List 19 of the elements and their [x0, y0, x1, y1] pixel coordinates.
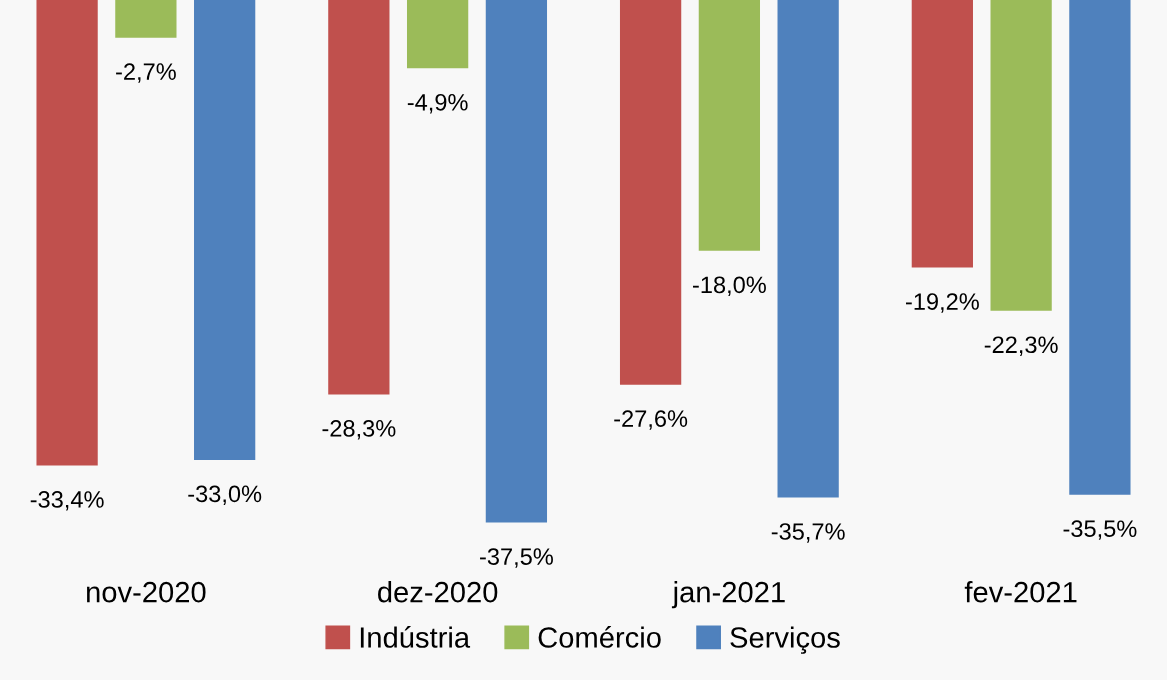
legend-label: Indústria [360, 626, 471, 648]
data-label: -28,3% [322, 420, 396, 440]
data-label: -4,9% [407, 93, 468, 114]
data-label: -35,5% [1063, 520, 1137, 540]
legend-label: Comércio [538, 626, 661, 648]
data-label: -18,0% [693, 276, 766, 296]
legend-label: Serviços [730, 626, 840, 654]
x-tick-label: nov-2020 [87, 581, 206, 603]
data-label: -27,6% [614, 410, 688, 430]
x-tick-label: fev-2021 [964, 581, 1077, 603]
data-label: -33,4% [30, 491, 104, 511]
data-label: -35,7% [771, 523, 845, 543]
data-label: -33,0% [188, 485, 262, 506]
data-label: -19,2% [906, 293, 979, 313]
data-label: -37,5% [480, 548, 553, 568]
data-label: -22,3% [984, 336, 1058, 356]
x-tick-label: dez-2020 [378, 581, 498, 603]
data-label: -2,7% [116, 63, 176, 83]
x-tick-label: jan-2021 [671, 581, 785, 609]
